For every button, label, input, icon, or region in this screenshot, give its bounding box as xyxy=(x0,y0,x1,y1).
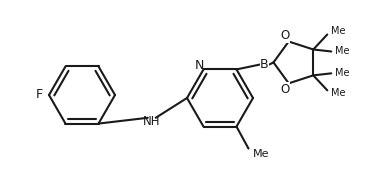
Text: O: O xyxy=(280,83,289,96)
Text: Me: Me xyxy=(253,149,269,159)
Text: Me: Me xyxy=(335,68,350,78)
Text: F: F xyxy=(36,89,43,101)
Text: Me: Me xyxy=(331,26,346,36)
Text: O: O xyxy=(280,29,289,42)
Text: N: N xyxy=(195,59,204,72)
Text: NH: NH xyxy=(143,115,161,128)
Text: B: B xyxy=(260,58,269,71)
Text: Me: Me xyxy=(331,88,346,98)
Text: Me: Me xyxy=(335,47,350,56)
